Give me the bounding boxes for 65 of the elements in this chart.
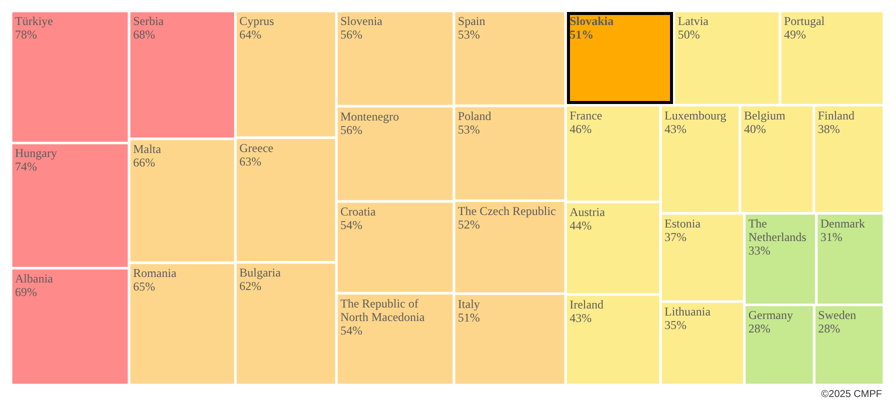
data-label: 69%: [15, 284, 37, 299]
category-label: Estonia: [664, 216, 702, 230]
data-label: 64%: [239, 28, 262, 42]
category-label: Poland: [458, 109, 492, 123]
category-label: Bulgaria: [239, 265, 282, 280]
data-label: 28%: [748, 322, 770, 336]
category-label: Greece: [239, 140, 274, 155]
category-label: Luxembourg: [664, 108, 726, 122]
category-label: Lithuania: [664, 304, 712, 319]
data-label: 31%: [820, 230, 842, 244]
data-label: 78%: [15, 28, 37, 42]
data-label: 49%: [784, 28, 806, 42]
data-label: 56%: [340, 28, 362, 42]
category-label: Croatia: [340, 204, 376, 219]
data-label: 74%: [15, 160, 37, 174]
text: ©2025 CMPF: [821, 388, 882, 400]
category-label: Germany: [748, 308, 793, 322]
category-label: Malta: [133, 142, 162, 156]
category-label: Serbia: [133, 14, 164, 28]
data-label: 46%: [570, 122, 592, 136]
data-label: 56%: [340, 122, 362, 137]
data-label: 53%: [458, 28, 480, 42]
category-label: Italy: [458, 296, 480, 311]
data-label: 62%: [239, 278, 262, 293]
data-label: 51%: [570, 28, 594, 42]
category-label: Albania: [15, 271, 54, 286]
category-label: Finland: [818, 108, 854, 122]
category-label: Montenegro: [340, 109, 400, 124]
data-label: 38%: [818, 122, 840, 136]
data-label: 28%: [818, 322, 840, 336]
category-label: Denmark: [820, 216, 866, 230]
category-label: Türkiye: [15, 14, 53, 28]
data-label: 40%: [744, 122, 766, 136]
data-label: 43%: [664, 122, 687, 136]
category-label: Hungary: [15, 146, 57, 160]
data-label: 66%: [133, 155, 156, 170]
data-label: 33%: [748, 243, 770, 258]
category-label: Latvia: [678, 14, 710, 28]
data-label: 51%: [458, 310, 480, 324]
data-label: 50%: [678, 28, 700, 42]
category-label: France: [570, 108, 602, 122]
data-label: 54%: [340, 323, 362, 338]
data-label: 37%: [664, 230, 687, 244]
data-label: 52%: [458, 217, 480, 232]
category-label: Cyprus: [239, 14, 274, 28]
data-label: 63%: [239, 154, 262, 168]
category-label: Sweden: [818, 308, 856, 322]
category-label: The Republic of North Macedonia: [340, 296, 426, 324]
category-label: Slovenia: [340, 14, 384, 28]
category-label: The Czech Republic: [458, 204, 556, 218]
data-label: 54%: [340, 218, 362, 232]
category-label: Portugal: [784, 14, 826, 28]
data-label: 44%: [570, 218, 592, 233]
data-label: 43%: [570, 311, 592, 326]
category-label: Ireland: [570, 298, 604, 312]
data-label: 65%: [133, 279, 156, 294]
data-label: 68%: [133, 28, 156, 42]
category-label: Romania: [133, 266, 178, 280]
category-label: The Netherlands: [748, 216, 807, 244]
data-label: 35%: [664, 318, 687, 332]
category-label: Austria: [570, 205, 606, 220]
category-label: Belgium: [744, 108, 786, 122]
category-label: Slovakia: [570, 14, 614, 28]
category-label: Spain: [458, 14, 486, 28]
data-label: 53%: [458, 122, 480, 136]
